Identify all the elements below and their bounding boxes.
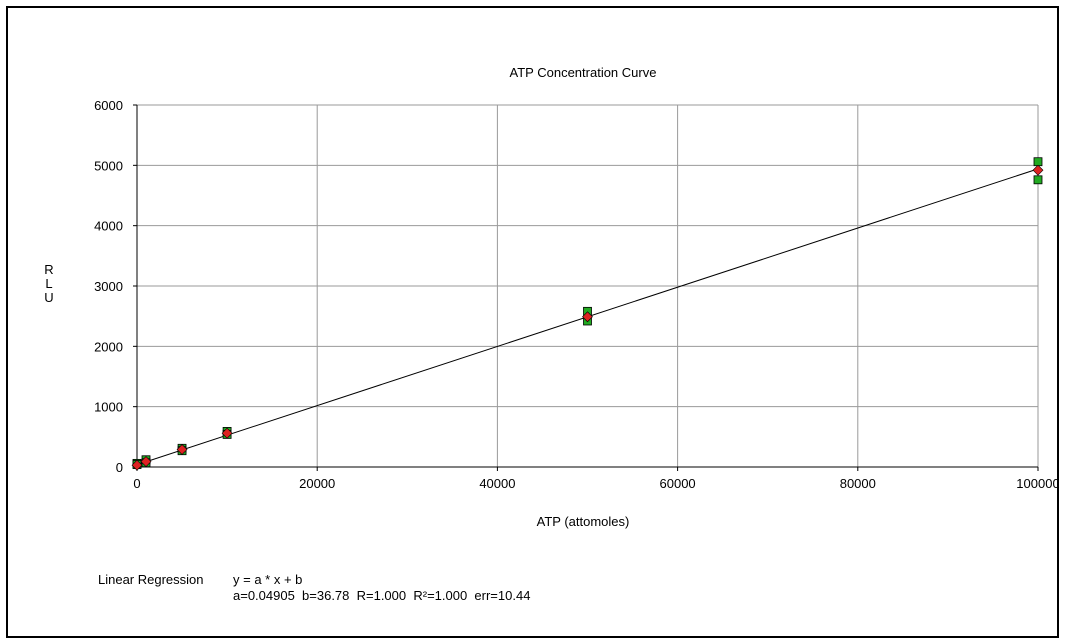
x-tick-label: 80000 [840,476,876,491]
y-axis-label: RLU [44,262,53,305]
regression-stats: a=0.04905 b=36.78 R=1.000 R²=1.000 err=1… [233,588,531,603]
y-tick-label: 3000 [94,279,123,294]
data-point-diamond [140,456,152,467]
y-axis-label-letter: U [44,290,53,305]
regression-label: Linear Regression [98,572,204,587]
x-tick-label: 40000 [479,476,515,491]
y-axis-ticks: 0 1000 2000 3000 4000 5000 6000 [94,98,137,475]
y-tick-label: 0 [116,460,123,475]
y-tick-label: 4000 [94,219,123,234]
y-tick-label: 6000 [94,98,123,113]
x-tick-label: 0 [133,476,140,491]
data-point-diamond [582,311,593,323]
chart-title: ATP Concentration Curve [510,65,657,80]
x-tick-label: 100000 [1016,476,1057,491]
x-axis-label: ATP (attomoles) [537,514,630,529]
chart-frame: ATP Concentration Curve 0 20000 40000 60000… [6,6,1059,638]
data-point-square [1033,175,1043,185]
y-tick-label: 5000 [94,158,123,173]
data-point-diamond [176,444,188,455]
chart-canvas: ATP Concentration Curve 0 20000 40000 60000… [44,65,1057,529]
data-point-diamond [1032,164,1044,176]
y-axis-label-letter: L [45,276,52,291]
y-tick-label: 1000 [94,400,123,415]
regression-summary: Linear Regression y = a * x + b a=0.0490… [98,572,530,604]
chart-grid [136,104,1039,468]
data-point-diamond [221,427,233,439]
data-point-square [1033,157,1043,167]
y-tick-label: 2000 [94,339,123,354]
regression-formula: y = a * x + b [233,572,303,587]
x-tick-label: 60000 [660,476,696,491]
y-axis-label-letter: R [44,262,53,277]
x-tick-label: 20000 [299,476,335,491]
x-axis-ticks: 0 20000 40000 60000 80000 100000 [133,467,1057,491]
data-point-diamond [131,459,143,471]
data-points [131,157,1044,471]
